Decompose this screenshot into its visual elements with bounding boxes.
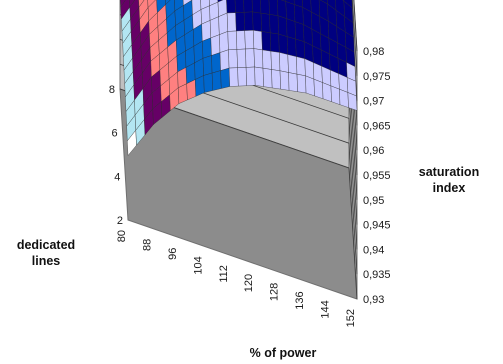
gridline [353,0,358,52]
surface-cell [262,67,273,89]
gridline [351,0,358,76]
z-tick-label: 0,965 [363,120,391,132]
surface-cell [268,0,279,16]
surface-cell [288,72,298,92]
surface-cell [228,67,239,87]
x-tick-label: 112 [218,265,230,283]
z-tick-label: 0,94 [363,244,384,256]
surface-cell [236,30,246,50]
surface-cell [347,92,358,111]
z-tick-label: 0,975 [363,71,391,83]
surface-cell [245,48,255,68]
surface-cell [252,11,262,32]
surface-cell [286,18,296,40]
surface-cell [277,15,288,37]
z-tick-label: 0,935 [363,269,391,281]
x-tick-label: 120 [243,274,255,292]
z-axis-title-line1: saturation [419,165,479,179]
z-tick-label: 0,96 [363,145,384,157]
surface-cell [269,14,279,35]
surface-cell [251,0,262,14]
surface-cell [209,16,220,39]
y-tick-label: 2 [117,215,123,227]
surface-cell [305,75,315,97]
surface-cell [234,0,245,13]
surface-cell [219,31,229,53]
surface-cell [220,67,231,89]
surface-cell [244,30,255,50]
y-axis-title-line2: lines [32,254,61,268]
z-tick-label: 0,945 [363,220,391,232]
surface-cell [260,12,271,34]
surface-cell [296,73,307,94]
surface-cell [218,12,229,36]
x-tick-label: 128 [269,283,281,301]
x-tick-label: 104 [192,256,204,274]
x-tick-label: 80 [116,230,128,242]
gridline [119,88,358,300]
surface-cell [228,49,238,69]
surface-cell [330,85,341,106]
surface-cell [243,11,254,31]
surface-cell [203,72,214,93]
x-tick-label: 144 [320,300,332,318]
surface-cell [279,52,289,73]
z-tick-label: 0,95 [363,195,384,207]
y-tick-label: 8 [109,84,115,96]
surface-cell [271,69,281,90]
x-tick-label: 88 [141,239,153,251]
surface-cell [286,36,297,57]
surface-cell [294,21,305,42]
y-tick-label: 6 [112,128,118,140]
surface-cell [296,56,306,77]
surface-plot [120,0,358,157]
z-axis-title-line2: index [433,181,466,195]
surface-cell [295,38,306,60]
surface-cell [243,0,253,13]
surface-cell [339,88,349,108]
z-tick-label: 0,93 [363,294,384,306]
surface-cell [226,12,237,32]
y-tick-label: 4 [114,171,120,183]
x-tick-label: 152 [345,309,357,327]
surface-cell [211,52,221,74]
x-axis-title: % of power [250,346,317,360]
surface-cell [260,0,270,15]
surface-cell [262,49,272,70]
surface-cell [287,54,298,75]
surface-cell [211,70,222,91]
surface-cell [227,30,238,51]
surface-cell [245,66,256,86]
x-tick-label: 96 [167,248,179,260]
surface-cell [219,49,230,71]
surface-cell [254,66,264,87]
surface-cell [210,34,221,56]
z-tick-label: 0,955 [363,170,391,182]
surface-cell [253,48,264,69]
surface-cell [202,55,213,76]
surface-cell [235,12,245,32]
z-tick-label: 0,98 [363,46,384,58]
z-tick-label: 0,97 [363,96,384,108]
surface-cell [270,50,281,72]
surface-cell [236,48,247,68]
surface-cell [294,4,304,25]
surface-cell [202,37,212,59]
surface-cell [252,30,263,51]
surface-cell [322,82,332,103]
surface-cell [201,20,212,42]
tick-labels: 0,93 0,935 0,94 0,945 0,95 0,955 0,96 0,965 0,97… [109,46,391,327]
surface-cell [261,31,272,52]
surface-cell [313,78,324,100]
surface-cell [269,32,280,53]
surface-cell [226,0,236,14]
y-axis-title-line1: dedicated [17,238,75,252]
surface-cell [279,70,290,91]
surface-cell [278,33,289,55]
surface-cell [237,67,247,87]
x-tick-label: 136 [294,291,306,309]
